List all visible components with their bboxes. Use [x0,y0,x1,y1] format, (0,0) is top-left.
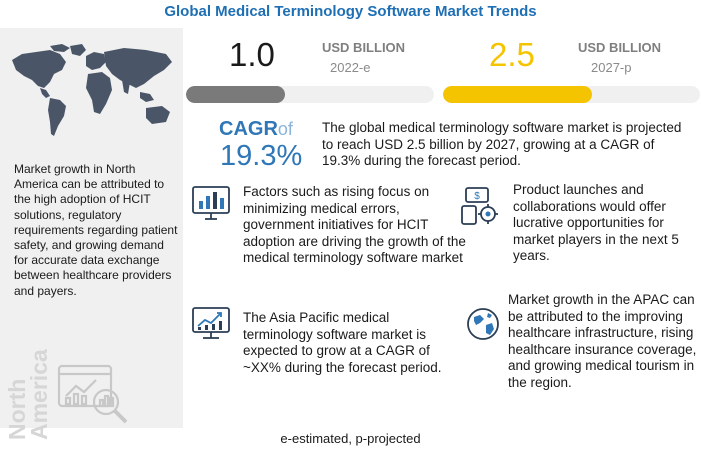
north-america-description: Market growth in North America can be at… [14,162,178,298]
money-gear-icon: $ [461,187,498,225]
analytics-magnifier-icon [57,364,128,424]
unit-2022: USD BILLION [322,40,406,55]
svg-text:$: $ [474,191,480,202]
region-label: North America [4,349,52,440]
cagr-value: 19.3% [220,140,303,172]
progress-fill-2022 [186,86,286,103]
region-label-line: America [26,349,52,440]
year-2027: 2027-p [591,60,632,75]
cagr-of-text: of [277,119,293,139]
year-2022: 2022-e [330,60,371,75]
page-title: Global Medical Terminology Software Mark… [164,3,537,20]
region-label-line: North [4,378,30,440]
progress-bar-2027 [443,86,700,103]
market-value-2027: 2.5 [489,36,535,73]
cagr-label: CAGRof [219,118,293,141]
cagr-description: The global medical terminology software … [322,120,682,168]
growth-chart-icon [192,307,230,339]
insight-apac-growth: Market growth in the APAC can be attribu… [508,292,697,390]
market-value-2022: 1.0 [229,36,275,73]
unit-2027: USD BILLION [578,40,662,55]
globe-icon [467,308,499,340]
left-panel: Market growth in North America can be at… [0,28,183,440]
world-map-icon [12,44,172,136]
bar-chart-monitor-icon [192,186,230,220]
insight-asia-pacific: The Asia Pacific medical terminology sof… [243,310,442,375]
progress-fill-2027 [443,86,593,103]
insight-opportunities: Product launches and collaborations woul… [513,182,679,263]
progress-bar-2022 [186,86,434,103]
insight-drivers: Factors such as rising focus on minimizi… [243,184,466,265]
cagr-label-text: CAGR [219,118,278,140]
footnote: e-estimated, p-projected [280,431,421,446]
region-label-wrapper: North America [4,344,54,440]
